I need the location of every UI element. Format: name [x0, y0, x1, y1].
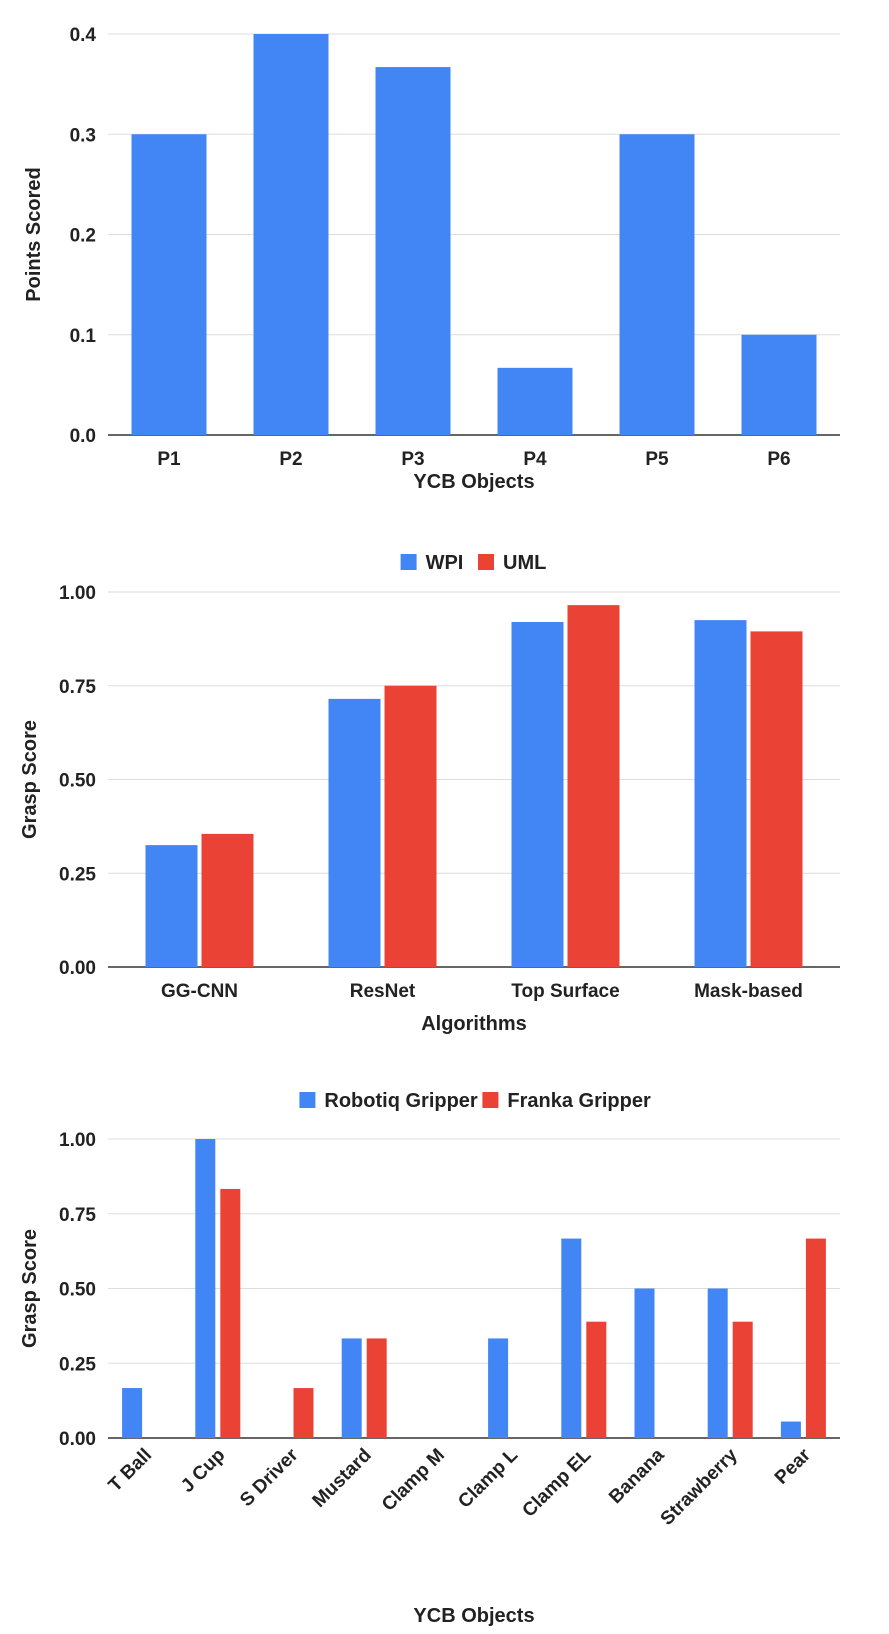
- x-tick-label: Clamp M: [378, 1445, 449, 1516]
- x-tick-label: P4: [523, 449, 547, 470]
- x-tick-label: S Driver: [236, 1444, 303, 1511]
- bar-robotiq-gripper-mustard: [341, 1338, 362, 1438]
- legend-label: Robotiq Gripper: [324, 1090, 478, 1112]
- x-tick-label: P2: [279, 449, 302, 470]
- bar-franka-gripper-clamp-el: [586, 1321, 607, 1438]
- x-tick-label: P5: [645, 449, 669, 470]
- bar-robotiq-gripper-clamp-el: [561, 1238, 582, 1438]
- chart-grippers-grasp-score: 0.00 0.25 0.50 0.75 1.00 T Ball J Cup S Driver M…: [19, 1090, 840, 1627]
- y-tick-label: 0.00: [59, 958, 96, 979]
- bar-value-p6: [741, 334, 817, 435]
- legend-swatch-wpi: [400, 554, 417, 570]
- chart-points-scored: 0.0 0.1 0.2 0.3 0.4 P1 P2 P3 P4 P5 P6 YCB Objects Po…: [23, 25, 840, 493]
- x-tick-label: Top Surface: [511, 981, 619, 1002]
- bar-value-p1: [131, 134, 207, 435]
- bar-franka-gripper-j-cup: [220, 1188, 241, 1438]
- bar-franka-gripper-s-driver: [293, 1388, 314, 1438]
- x-axis-title: YCB Objects: [413, 471, 534, 493]
- y-tick-label: 0.0: [70, 426, 96, 447]
- bar-uml-top-surface: [567, 605, 620, 967]
- y-tick-label: 0.1: [70, 326, 97, 347]
- bar-wpi-resnet: [328, 698, 381, 967]
- bar-robotiq-gripper-t-ball: [122, 1388, 143, 1438]
- bar-wpi-mask-based: [694, 620, 747, 967]
- y-tick-label: 0.50: [59, 771, 96, 792]
- x-tick-label: Strawberry: [657, 1444, 742, 1529]
- y-tick-label: 0.2: [70, 226, 96, 247]
- legend-label: WPI: [426, 552, 464, 574]
- x-tick-label: P1: [157, 449, 181, 470]
- y-tick-label: 1.00: [59, 583, 96, 604]
- bar-robotiq-gripper-clamp-l: [488, 1338, 509, 1438]
- x-tick-label: Mask-based: [694, 981, 803, 1002]
- bar-wpi-top-surface: [511, 622, 564, 967]
- bar-wpi-gg-cnn: [145, 845, 198, 967]
- y-tick-label: 0.25: [59, 864, 96, 885]
- y-tick-label: 0.4: [70, 25, 97, 46]
- bar-franka-gripper-mustard: [366, 1338, 387, 1438]
- x-tick-label: Mustard: [309, 1445, 376, 1512]
- x-tick-label: T Ball: [105, 1445, 156, 1496]
- bar-robotiq-gripper-strawberry: [707, 1288, 728, 1438]
- bar-uml-resnet: [384, 685, 437, 967]
- x-tick-label: Clamp EL: [519, 1444, 596, 1521]
- legend-swatch-franka-gripper: [482, 1092, 499, 1108]
- y-tick-label: 0.75: [59, 677, 96, 698]
- y-tick-label: 0.3: [70, 125, 96, 146]
- x-tick-label: P3: [401, 449, 424, 470]
- y-tick-label: 0.25: [59, 1354, 96, 1375]
- chart-algorithms-grasp-score: 0.00 0.25 0.50 0.75 1.00 GG-CNN ResNet Top Surf…: [19, 552, 840, 1035]
- legend-label: UML: [503, 552, 546, 574]
- y-tick-label: 0.75: [59, 1205, 96, 1226]
- legend-swatch-robotiq-gripper: [299, 1092, 316, 1108]
- bar-value-p5: [619, 134, 695, 435]
- bar-robotiq-gripper-banana: [634, 1288, 655, 1438]
- y-axis-title: Grasp Score: [19, 1229, 41, 1348]
- x-axis-title: Algorithms: [421, 1013, 527, 1035]
- y-axis-title: Points Scored: [23, 167, 45, 301]
- bar-robotiq-gripper-pear: [780, 1421, 801, 1438]
- y-tick-label: 0.00: [59, 1429, 96, 1450]
- x-tick-label: J Cup: [177, 1445, 229, 1497]
- y-axis-title: Grasp Score: [19, 720, 41, 839]
- bar-value-p4: [497, 367, 573, 435]
- legend-label: Franka Gripper: [507, 1090, 651, 1112]
- x-tick-label: ResNet: [350, 981, 416, 1002]
- bar-value-p3: [375, 67, 451, 436]
- bar-franka-gripper-strawberry: [732, 1321, 753, 1438]
- x-axis-title: YCB Objects: [413, 1605, 534, 1627]
- legend-swatch-uml: [478, 554, 494, 570]
- bar-value-p2: [253, 34, 329, 435]
- x-tick-label: GG-CNN: [161, 981, 238, 1002]
- y-tick-label: 0.50: [59, 1280, 96, 1301]
- x-tick-label: Pear: [771, 1444, 815, 1488]
- x-tick-label: Clamp L: [454, 1444, 522, 1512]
- x-tick-label: Banana: [605, 1444, 669, 1508]
- x-tick-label: P6: [767, 449, 790, 470]
- bar-robotiq-gripper-j-cup: [195, 1139, 216, 1438]
- bar-uml-gg-cnn: [201, 833, 254, 967]
- y-tick-label: 1.00: [59, 1130, 96, 1151]
- bar-franka-gripper-pear: [805, 1238, 826, 1438]
- bar-uml-mask-based: [750, 631, 803, 967]
